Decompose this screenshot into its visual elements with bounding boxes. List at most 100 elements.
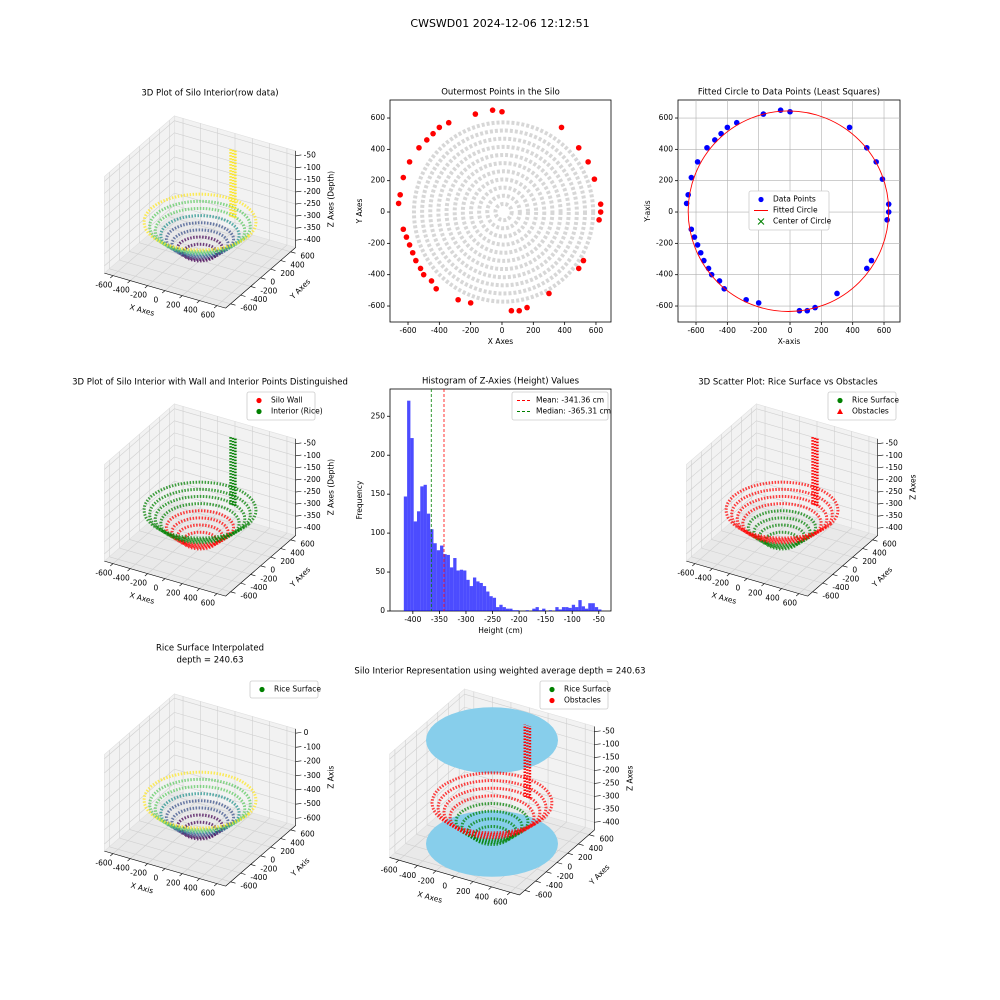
data-point: [863, 265, 870, 272]
grid-line: [686, 493, 757, 555]
x-tick: [162, 578, 166, 582]
x-tick-label: 0: [788, 326, 793, 335]
x-tick-label: -200: [130, 868, 147, 877]
x-tick: [213, 305, 218, 309]
histogram-bar: [584, 608, 589, 611]
interior-cloud: [468, 177, 539, 247]
y-tick-label: -200: [842, 574, 859, 583]
legend-marker: [757, 218, 765, 225]
data-point: [597, 201, 604, 207]
histogram-bar: [525, 610, 529, 611]
grid-line: [756, 408, 878, 445]
data-point: [424, 137, 430, 143]
z-tick: [295, 454, 302, 457]
point-cloud: [176, 235, 224, 261]
y-tick-label: 50: [375, 567, 385, 576]
grid-line: [174, 132, 296, 169]
grid-line: [174, 783, 296, 819]
histogram-bar: [479, 582, 483, 611]
z-tick: [295, 478, 302, 481]
data-point: [409, 249, 416, 256]
x-tick-label: -150: [537, 615, 554, 624]
point-cloud: [164, 509, 236, 546]
grid-line: [464, 693, 595, 732]
legend-label: Obstacles: [564, 696, 601, 705]
z-tick-label: -300: [886, 499, 903, 508]
histogram-bar: [443, 554, 447, 611]
x-axis-label: X Axes: [488, 337, 513, 346]
z-tick-label: -300: [304, 771, 321, 780]
histogram-bar: [502, 607, 506, 611]
interior-cloud: [436, 144, 571, 280]
data-point: [406, 159, 413, 165]
point-cloud: [746, 509, 818, 546]
legend-label: Median: -365.31 cm: [536, 407, 611, 416]
data-point: [455, 296, 461, 303]
z-axis-label: Z Axes (Depth): [327, 171, 336, 228]
silo-cylinder: [426, 707, 558, 774]
histogram-bar: [482, 586, 487, 611]
interior-cloud: [411, 120, 596, 304]
x-tick-label: 200: [814, 326, 829, 335]
grid-line: [174, 456, 296, 493]
x-tick-label: 200: [456, 887, 471, 896]
histogram-bar: [571, 604, 576, 611]
legend-label: Mean: -341.36 cm: [536, 396, 604, 405]
z-tick: [877, 442, 884, 445]
grid-line: [389, 784, 465, 850]
y-tick: [535, 880, 541, 883]
x-tick-label: 0: [442, 882, 447, 891]
legend-label: Data Points: [773, 195, 816, 204]
y-tick: [250, 574, 256, 577]
z-tick: [295, 788, 302, 791]
x-tick-label: -200: [130, 290, 147, 299]
grid-line: [109, 846, 231, 883]
y-axis-label: Y Axes: [355, 198, 364, 224]
y-tick-label: 400: [872, 548, 887, 557]
x-tick: [795, 593, 800, 597]
x-tick: [744, 578, 748, 582]
grid-line: [174, 754, 296, 791]
data-point: [436, 124, 443, 131]
data-point: [694, 242, 701, 248]
data-point: [585, 159, 591, 165]
x-tick: [179, 295, 183, 299]
grid-line: [104, 420, 175, 482]
histogram-bar: [555, 607, 559, 611]
y-tick: [822, 582, 828, 585]
grid-line: [686, 468, 757, 530]
y-tick-label: 600: [599, 835, 614, 844]
grid-line: [109, 556, 231, 593]
y-tick-label: 0: [270, 856, 275, 865]
histogram-bar: [456, 570, 460, 611]
x-tick-label: 600: [493, 898, 508, 907]
y-tick: [230, 591, 236, 594]
histogram-bar: [535, 607, 539, 611]
point-cloud: [142, 480, 258, 540]
x-tick-label: -400: [695, 573, 712, 582]
legend-label: Rice Surface: [852, 396, 899, 405]
grid-line: [691, 556, 813, 593]
legend-label: Rice Surface: [564, 685, 611, 694]
data-point: [400, 174, 407, 181]
histogram-bar: [459, 569, 464, 611]
grid-line: [104, 712, 175, 774]
chart-title: Silo Interior Representation using weigh…: [354, 667, 645, 677]
y-tick: [280, 548, 286, 551]
histogram-bar: [423, 484, 427, 611]
histogram-bar: [598, 609, 602, 611]
z-tick-label: -200: [886, 475, 903, 484]
data-point: [846, 124, 853, 131]
grid-line: [104, 180, 175, 242]
chart-title: 3D Plot of Silo Interior(row data): [141, 89, 278, 99]
x-tick-label: -200: [462, 326, 479, 335]
data-point: [546, 290, 552, 297]
data-point: [430, 130, 436, 137]
y-tick: [578, 843, 584, 846]
y-tick-label: 400: [659, 144, 674, 153]
x-tick-label: 200: [166, 878, 181, 887]
x-tick-label: 600: [201, 598, 216, 607]
y-tick: [270, 846, 276, 849]
x-tick-label: -400: [113, 863, 130, 872]
data-point: [712, 137, 718, 143]
